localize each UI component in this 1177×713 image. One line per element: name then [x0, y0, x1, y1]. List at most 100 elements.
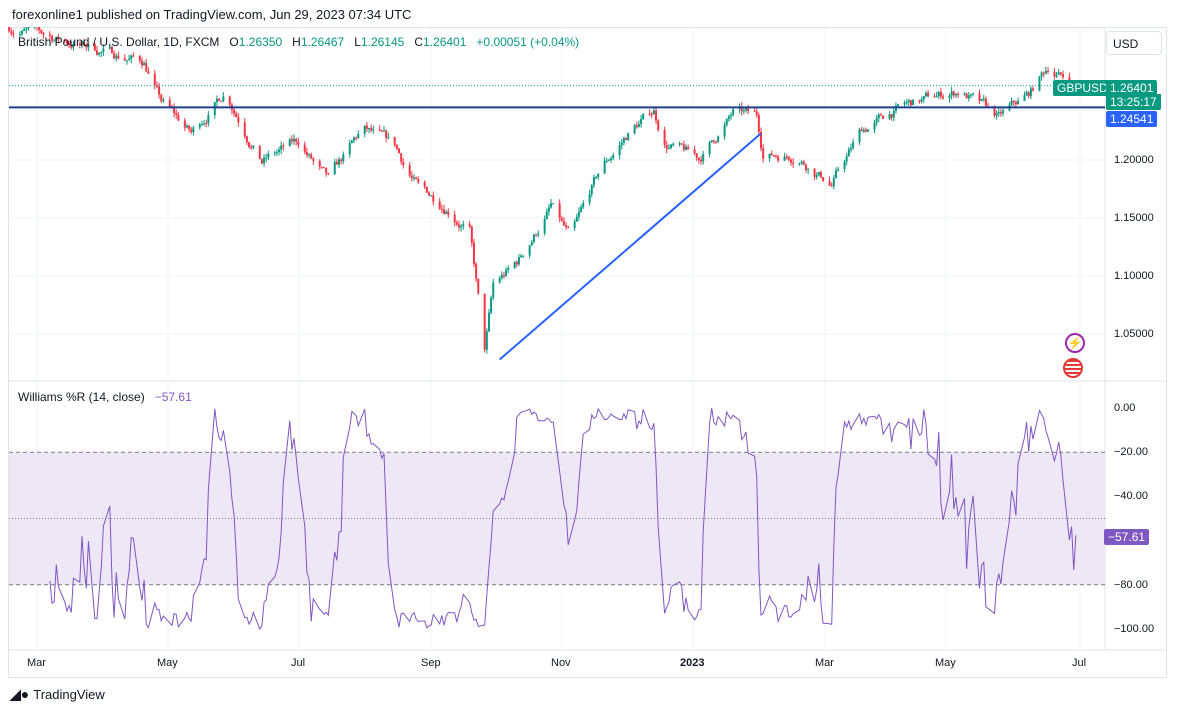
candle-body [110, 46, 113, 54]
low-value: 1.26145 [360, 35, 405, 49]
candle-body [267, 153, 270, 158]
candle-body [528, 245, 531, 256]
candle-body [933, 96, 936, 98]
candle-body [363, 125, 366, 134]
candle-body [355, 137, 358, 139]
candle-body [909, 100, 912, 106]
candle-body [470, 226, 473, 243]
candle-body [948, 95, 951, 99]
candle-body [25, 28, 28, 30]
candle-body [924, 92, 927, 97]
lightning-icon[interactable]: ⚡ [1065, 333, 1085, 353]
time-tick: Nov [551, 657, 571, 669]
candle-body [128, 58, 131, 61]
candle-body [93, 44, 96, 51]
candle-body [522, 255, 525, 257]
candle-body [903, 102, 906, 105]
candle-body [265, 157, 268, 159]
candle-body [1002, 110, 1005, 114]
candle-body [575, 216, 578, 222]
candle-body [475, 264, 478, 279]
candle-body [18, 34, 21, 36]
candle-body [815, 175, 818, 177]
symbol-price-label: GBPUSD [1053, 80, 1112, 96]
candle-body [845, 156, 848, 162]
candle-body [293, 138, 296, 142]
countdown-label: 13:25:17 [1106, 94, 1161, 110]
candle-body [220, 100, 223, 102]
candle-body [995, 113, 998, 116]
candle-body [577, 211, 580, 217]
wr-tick: −100.00 [1114, 623, 1155, 635]
candle-body [852, 142, 855, 149]
candle-body [258, 145, 261, 160]
candle-body [657, 120, 660, 130]
candle-body [432, 195, 435, 202]
candle-body [380, 130, 383, 132]
candle-body [1059, 72, 1062, 74]
candle-body [252, 145, 255, 148]
candle-body [832, 178, 835, 187]
candle-body [243, 122, 246, 137]
candle-body [237, 117, 240, 123]
time-tick: May [935, 657, 956, 669]
price-tick: 1.05000 [1114, 328, 1154, 340]
candle-body [957, 93, 960, 96]
candle-body [215, 98, 218, 103]
candle-body [954, 93, 957, 96]
candle-body [408, 165, 411, 176]
candle-body [218, 98, 221, 101]
candle-body [213, 102, 216, 116]
candle-body [72, 43, 75, 48]
tradingview-logo[interactable]: ◢● TradingView [10, 686, 105, 702]
candle-body [402, 161, 405, 166]
candle-body [38, 26, 41, 30]
candle-body [460, 226, 463, 228]
candle-body [927, 92, 930, 97]
candle-body [1062, 73, 1065, 78]
candle-body [78, 43, 81, 46]
symbol-legend: British Pound / U.S. Dollar, 1D, FXCM O1… [18, 35, 580, 49]
candle-body [588, 193, 591, 203]
candle-body [772, 155, 775, 157]
candle-body [143, 63, 146, 66]
candle-body [807, 168, 810, 170]
candle-body [993, 105, 996, 116]
candle-body [1012, 100, 1015, 103]
candle-body [445, 211, 448, 214]
candle-body [687, 146, 690, 150]
candle-body [1053, 71, 1056, 77]
candle-body [395, 144, 398, 149]
us-flag-icon[interactable] [1063, 358, 1083, 378]
candle-body [95, 50, 98, 55]
candle-body [425, 186, 428, 193]
candle-body [727, 116, 730, 120]
candle-body [515, 261, 518, 265]
candle-body [695, 153, 698, 158]
candle-body [762, 148, 765, 159]
candle-body [393, 136, 396, 145]
candle-body [592, 177, 595, 186]
candle-body [843, 161, 846, 169]
candle-body [427, 192, 430, 196]
candle-body [1038, 76, 1041, 91]
candle-body [140, 60, 143, 66]
candle-body [890, 114, 893, 118]
candle-body [50, 35, 53, 41]
candle-body [999, 112, 1002, 114]
candle-body [963, 93, 966, 96]
candle-body [125, 60, 128, 62]
candle-body [502, 274, 505, 276]
candle-body [357, 133, 360, 138]
candle-body [912, 99, 915, 106]
currency-button[interactable]: USD [1106, 31, 1162, 55]
candle-body [297, 141, 300, 145]
candle-body [53, 40, 56, 42]
candle-body [768, 153, 771, 159]
candle-body [712, 140, 715, 142]
candle-body [530, 242, 533, 246]
candle-body [708, 142, 711, 155]
candle-body [417, 179, 420, 182]
candle-body [972, 93, 975, 95]
